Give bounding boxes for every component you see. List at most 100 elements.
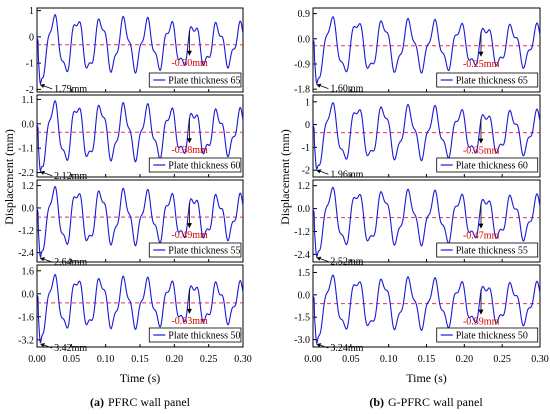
displacement-curve [36,13,244,86]
peak-label: 2.52mm [330,257,363,268]
residual-arrow-head [186,50,192,56]
x-tick-label: 0.20 [456,354,474,365]
residual-arrow-head [186,223,192,229]
peak-arrow-head [316,83,322,88]
y-tick-label: -1.6 [18,312,34,323]
y-tick-label: -0.9 [294,60,310,71]
subplot-4: 1.6 0.0 -1.6 -3.2 3.42mm -0.63mm Plate thickne… [18,264,244,354]
residual-label: -0.35mm [463,146,500,157]
displacement-curve [312,101,541,171]
y-tick-label: -1 [26,59,34,70]
legend-label: Plate thickness 65 [168,76,240,87]
peak-arrow-head [40,83,46,88]
residual-label: -0.30mm [171,58,208,69]
x-tick-label: 0.25 [493,354,511,365]
y-tick-label: -3.2 [18,335,34,346]
peak-label: 2.64mm [54,257,87,268]
y-tick-label: 0 [305,120,310,131]
caption-letter: (a) [90,395,104,409]
residual-arrow-head [186,308,192,314]
peak-label: 1.79mm [54,84,87,95]
figure-caption: (b) G-PFRC wall panel [369,395,483,409]
legend-box [436,327,539,343]
displacement-curve [312,274,541,346]
y-tick-label: 1 [305,97,310,108]
legend-box [148,242,242,258]
y-tick-label: 1.2 [298,181,311,192]
y-tick-label: 1.2 [22,181,35,192]
residual-label: -0.63mm [171,316,208,327]
legend-label: Plate thickness 50 [168,331,240,342]
y-tick-label: -1 [302,143,310,154]
x-tick-label: 0.00 [304,354,322,365]
y-tick-label: -2 [26,85,34,96]
legend-box [436,242,539,258]
subplot-1: 0.9 0.0 -0.9 -1.8 1.60mm -0.25mm Plate thickne… [294,7,541,96]
y-tick-label: -3.0 [294,335,310,346]
y-tick-label: 0.0 [22,289,35,300]
displacement-curve [36,185,244,260]
y-tick-label: 0.0 [22,203,35,214]
residual-arrow-head [478,51,484,57]
x-axis-title: Time (s) [406,371,447,385]
x-tick-label: 0.00 [28,354,46,365]
legend-box [436,72,539,88]
peak-label: 1.60mm [330,84,363,95]
caption-text: PFRC wall panel [108,395,191,409]
y-tick-label: -2 [302,166,310,177]
figure-caption: (a) PFRC wall panel [90,395,191,409]
y-tick-label: 0.0 [298,34,311,45]
chart-a: 1 0 -1 -2 1.79mm -0.30mm Plate thickness 65 1.1… [2,6,252,409]
peak-label: 1.96mm [330,169,363,180]
displacement-curve [312,16,541,86]
y-tick-label: 0 [29,32,34,43]
y-axis-title: Displacement (mm) [278,129,292,225]
peak-label: 3.24mm [330,343,363,354]
y-tick-label: -1.5 [294,313,310,324]
caption-letter: (b) [369,395,384,409]
y-tick-label: 0.0 [22,119,35,130]
y-tick-label: 0.9 [298,9,311,20]
y-tick-label: 0.0 [298,290,311,301]
y-tick-label: -1.2 [18,226,34,237]
legend-label: Plate thickness 55 [456,246,528,257]
legend-label: Plate thickness 50 [456,331,528,342]
legend-box [148,72,242,88]
y-tick-label: -2.4 [18,248,34,259]
legend-label: Plate thickness 60 [456,161,528,172]
chart-b: 0.9 0.0 -0.9 -1.8 1.60mm -0.25mm Plate thickne… [278,7,549,409]
peak-arrow-head [40,342,46,347]
peak-arrow-head [316,256,322,261]
caption-text: G-PFRC wall panel [388,395,483,409]
x-tick-label: 0.05 [63,354,81,365]
peak-arrow-head [40,257,46,262]
subplot-3: 1.2 0.0 -1.2 -2.4 2.52mm -0.47mm Plate thickne… [294,179,541,268]
x-tick-label: 0.15 [418,354,436,365]
x-tick-label: 0.30 [234,354,252,365]
x-tick-label: 0.30 [531,354,549,365]
displacement-curve [312,186,541,259]
legend-label: Plate thickness 65 [456,76,528,87]
x-tick-label: 0.15 [131,354,149,365]
residual-arrow-head [478,309,484,315]
legend-box [436,157,539,173]
y-tick-label: -1.8 [294,85,310,96]
peak-arrow-head [316,343,322,348]
y-tick-label: 1.1 [22,95,35,106]
residual-label: -0.49mm [171,230,208,241]
legend-box [148,327,242,343]
y-tick-label: 1.5 [298,268,311,279]
peak-label: 3.42mm [54,343,87,354]
x-tick-label: 0.10 [97,354,115,365]
y-tick-label: 0.0 [298,204,311,215]
x-tick-label: 0.20 [166,354,184,365]
subplot-3: 1.2 0.0 -1.2 -2.4 2.64mm -0.49mm Plate thickne… [18,179,244,268]
x-axis-title: Time (s) [120,371,161,385]
residual-arrow-head [478,223,484,229]
x-tick-label: 0.05 [342,354,360,365]
residual-label: -0.47mm [463,231,500,242]
y-tick-label: 1.6 [22,266,35,277]
y-tick-label: -2.2 [18,168,34,179]
x-tick-label: 0.25 [200,354,218,365]
